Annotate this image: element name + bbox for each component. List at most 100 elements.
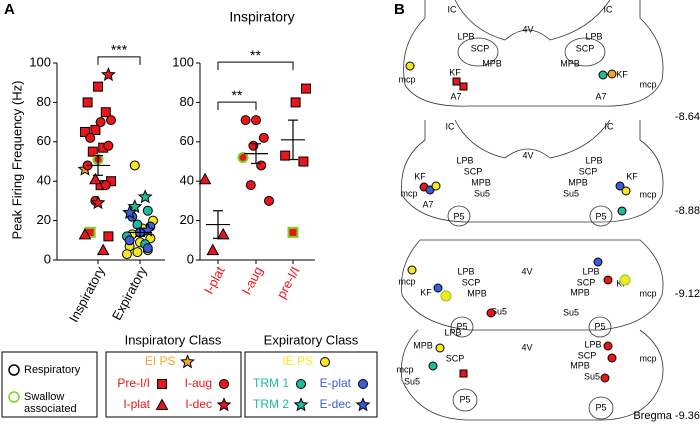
region-label: P5 — [595, 402, 606, 412]
significance-label: *** — [111, 42, 128, 58]
region-label: SCP — [471, 43, 490, 53]
legend-label: E-plat — [320, 376, 352, 390]
legend-marker — [181, 356, 193, 368]
bregma-label: Bregma -9.36 — [633, 410, 700, 422]
chart-title: Inspiratory — [229, 9, 294, 25]
region-label: 4V — [521, 342, 532, 352]
site-dot — [608, 70, 616, 78]
site-dot — [460, 370, 467, 377]
region-label: SCP — [462, 277, 481, 287]
region-label: KF — [449, 67, 461, 77]
y-tick-label: 20 — [180, 212, 194, 227]
data-point — [257, 161, 266, 170]
region-label: KF — [616, 69, 628, 79]
data-point — [107, 116, 116, 125]
data-point — [207, 245, 218, 255]
legend-marker — [297, 380, 306, 389]
data-point — [101, 108, 110, 117]
legend-marker — [9, 365, 19, 375]
region-label: mcp — [639, 79, 656, 89]
site-dot — [594, 258, 602, 266]
data-point — [200, 174, 211, 184]
region-label: SCP — [576, 43, 595, 53]
site-dot — [434, 284, 442, 292]
data-point — [289, 228, 298, 237]
legend-label: E-dec — [320, 397, 351, 411]
data-point — [130, 161, 139, 170]
legend-marker — [295, 399, 307, 411]
significance-bracket — [98, 57, 140, 65]
region-label: LPB — [585, 155, 602, 165]
y-tick-label: 80 — [37, 94, 51, 109]
outline — [404, 0, 664, 106]
region-label: mcp — [398, 276, 415, 286]
data-point — [104, 232, 113, 241]
site-dot — [429, 362, 437, 370]
legend-marker — [359, 380, 368, 389]
region-label: MPB — [471, 177, 491, 187]
site-dot — [622, 187, 630, 195]
region-label: IC — [604, 4, 614, 14]
site-dot — [453, 78, 460, 85]
region-label: mcp — [398, 74, 415, 84]
legend-label: TRM 2 — [253, 397, 289, 411]
region-label: KF — [626, 171, 638, 181]
legend-marker — [321, 358, 330, 367]
panel-b: IC IC 4V LPB SCP MPB LPB SCP MPB KF KF m… — [396, 0, 700, 422]
region-label: MPB — [560, 58, 580, 68]
site-dot — [432, 182, 440, 190]
x-tick-label: pre-I/I — [273, 264, 302, 301]
data-point — [291, 98, 300, 107]
data-point — [143, 206, 152, 215]
x-tick-label: I-aug — [239, 264, 266, 297]
panel-label: A — [4, 1, 15, 18]
legend-title: Expiratory Class — [264, 332, 359, 347]
legend-label: Respiratory — [24, 364, 86, 376]
region-label: mcp — [639, 288, 656, 298]
y-tick-label: 60 — [37, 133, 51, 148]
data-point — [139, 191, 151, 203]
legend-label: Pre-I/I — [117, 376, 150, 390]
data-point — [302, 84, 311, 93]
region-label: LPB — [444, 327, 461, 337]
site-dot — [460, 83, 467, 90]
y-tick-label: 40 — [180, 173, 194, 188]
region-label: SCP — [446, 353, 465, 363]
region-label: Su5 — [404, 376, 420, 386]
region-label: P5 — [595, 211, 606, 221]
region-label: MPB — [570, 287, 590, 297]
region-label: A7 — [595, 91, 606, 101]
y-axis-label: Peak Firing Frequency (Hz) — [9, 81, 24, 240]
legend-label: I-dec — [185, 397, 212, 411]
data-point — [83, 98, 92, 107]
bregma-label: -9.12 — [675, 288, 700, 300]
region-label: mcp — [400, 188, 417, 198]
region-label: A7 — [450, 91, 461, 101]
data-point — [94, 82, 103, 91]
region-label: IC — [605, 121, 615, 131]
data-point — [281, 151, 290, 160]
x-tick-label: Inspiratory — [66, 264, 108, 325]
data-point — [299, 157, 308, 166]
data-point — [218, 229, 229, 239]
significance-label: ** — [232, 87, 243, 103]
site-dot — [436, 344, 444, 352]
data-point — [246, 181, 255, 190]
region-label: IC — [446, 121, 456, 131]
legend-title: Inspiratory Class — [125, 332, 222, 347]
site-dot — [406, 62, 414, 70]
bregma-label: -8.64 — [675, 111, 700, 123]
site-dot — [599, 71, 607, 79]
site-dot — [487, 309, 495, 317]
region-label: LPB — [584, 339, 601, 349]
region-label: mcp — [639, 353, 656, 363]
y-tick-label: 80 — [180, 94, 194, 109]
region-label: P5 — [459, 394, 470, 404]
region-label: MPB — [570, 360, 590, 370]
data-point — [241, 116, 250, 125]
site-dot — [604, 342, 612, 350]
region-label: LPB — [457, 31, 474, 41]
data-point — [143, 244, 152, 253]
data-point — [259, 133, 268, 142]
